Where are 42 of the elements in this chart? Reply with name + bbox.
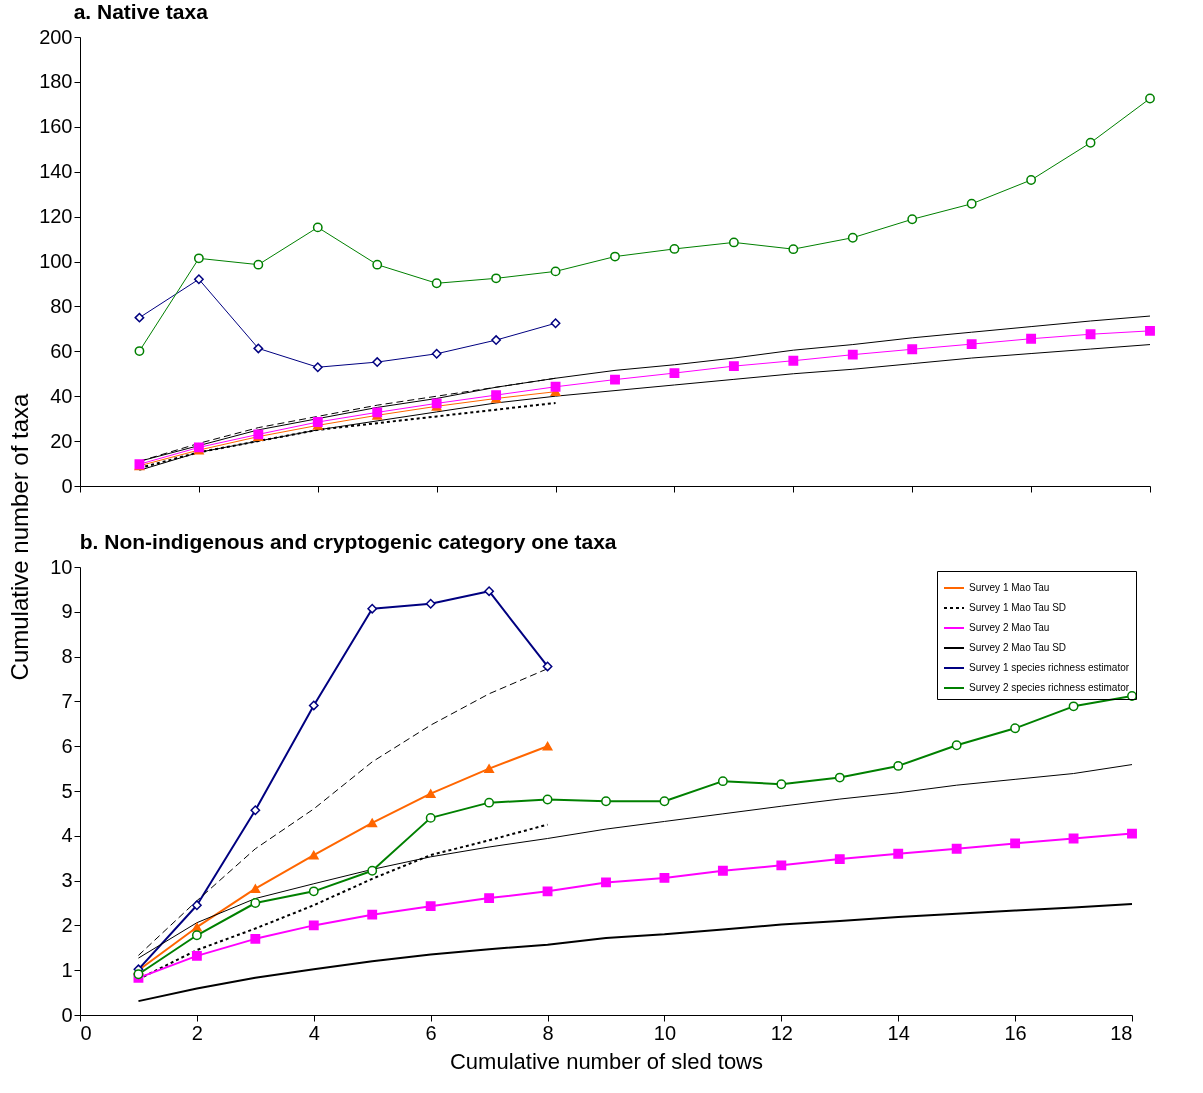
legend-label: Survey 1 species richness estimator	[969, 662, 1130, 673]
legend-label: Survey 1 Mao Tau SD	[969, 602, 1067, 613]
x-tick-label: 14	[887, 1021, 910, 1044]
x-tick-label: 4	[308, 1021, 320, 1044]
y-tick-label: 120	[39, 205, 73, 228]
x-tick-label: 18	[1110, 1021, 1133, 1044]
y-tick-label: 2	[61, 913, 73, 936]
legend-label: Survey 1 Mao Tau	[969, 582, 1050, 593]
chart-title: b. Non-indigenous and cryptogenic category one taxa	[79, 530, 617, 553]
y-tick-label: 0	[61, 474, 73, 497]
y-tick-label: 10	[50, 555, 73, 578]
y-tick-label: 80	[50, 294, 73, 317]
y-tick-label: 9	[61, 600, 73, 623]
x-axis-title: Cumulative number of sled tows	[449, 1048, 764, 1074]
y-tick-label: 4	[61, 824, 73, 847]
y-tick-label: 180	[39, 70, 73, 93]
x-tick-label: 10	[653, 1021, 677, 1044]
y-tick-label: 5	[61, 779, 73, 802]
y-tick-label: 40	[50, 384, 73, 407]
y-tick-label: 100	[39, 250, 73, 272]
x-tick-label: 8	[542, 1021, 554, 1044]
y-tick-label: 160	[39, 115, 73, 138]
legend-label: Survey 2 species richness estimator	[969, 682, 1130, 693]
y-tick-label: 7	[61, 689, 73, 712]
y-tick-label: 60	[50, 339, 73, 362]
y-tick-label: 20	[50, 429, 73, 452]
y-tick-label: 6	[61, 734, 73, 757]
y-tick-label: 200	[39, 25, 73, 48]
x-tick-label: 16	[1004, 1021, 1027, 1044]
x-tick-label: 6	[425, 1021, 437, 1044]
chart-title: a. Native taxa	[73, 0, 209, 23]
y-tick-label: 140	[39, 160, 73, 183]
x-tick-label: 0	[80, 1021, 92, 1044]
x-tick-label: 12	[770, 1021, 793, 1044]
y-axis-title: Cumulative number of taxa	[5, 392, 33, 681]
y-tick-label: 0	[61, 1003, 73, 1026]
x-tick-label: 2	[191, 1021, 203, 1044]
y-tick-label: 1	[61, 958, 73, 981]
y-tick-label: 8	[61, 645, 73, 668]
legend-label: Survey 2 Mao Tau	[969, 622, 1050, 633]
legend-label: Survey 2 Mao Tau SD	[969, 642, 1067, 653]
y-tick-label: 3	[61, 869, 73, 892]
